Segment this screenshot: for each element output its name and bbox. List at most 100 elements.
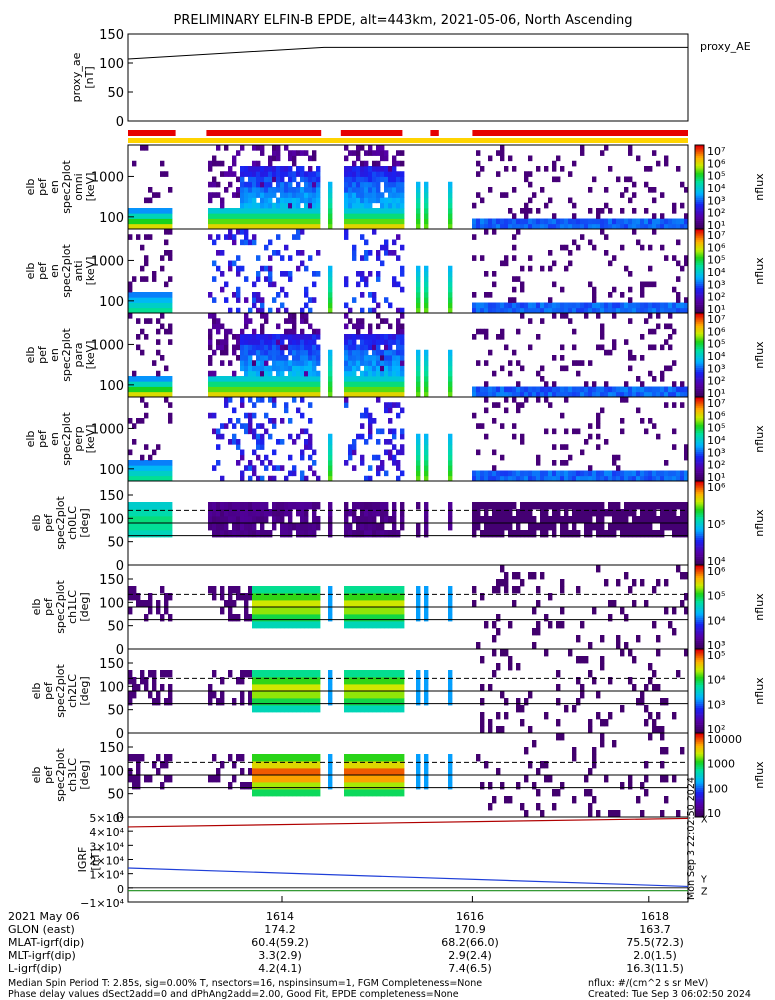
- heatmap-cell: [516, 381, 521, 387]
- heatmap-cell: [256, 145, 261, 151]
- heatmap-cell: [668, 502, 673, 510]
- heatmap-cell: [640, 381, 645, 387]
- heatmap-cell: [136, 460, 141, 466]
- heatmap-cell: [304, 349, 309, 356]
- heatmap-cell: [580, 691, 585, 699]
- heatmap-cell: [276, 698, 281, 706]
- heatmap-cell: [160, 313, 165, 319]
- heatmap-cell: [356, 145, 361, 151]
- heatmap-cell: [280, 202, 285, 209]
- heatmap-cell: [668, 391, 673, 398]
- heatmap-cell: [212, 465, 217, 471]
- heatmap-cell: [264, 614, 269, 622]
- heatmap-cell: [644, 318, 649, 324]
- colorbar-cell: [695, 174, 704, 177]
- heatmap-cell: [592, 796, 597, 804]
- colorbar-cell: [695, 149, 704, 152]
- heatmap-cell: [140, 381, 145, 387]
- heatmap-cell: [392, 381, 397, 387]
- heatmap-cell: [312, 208, 317, 214]
- heatmap-cell: [212, 593, 217, 601]
- heatmap-cell: [292, 782, 297, 790]
- heatmap-cell: [364, 181, 369, 188]
- heatmap-cell: [548, 218, 553, 225]
- heatmap-cell: [372, 386, 377, 393]
- heatmap-cell: [552, 302, 557, 309]
- heatmap-cell: [684, 260, 689, 267]
- colorbar-cell: [695, 405, 704, 408]
- heatmap-cell: [596, 412, 601, 419]
- heatmap-cell: [300, 370, 305, 377]
- heatmap-cell: [564, 444, 569, 450]
- heatmap-cell: [256, 677, 261, 685]
- heatmap-cell: [576, 677, 581, 685]
- heatmap-cell: [228, 166, 233, 172]
- heatmap-cell: [424, 297, 429, 303]
- heatmap-cell: [344, 339, 349, 345]
- heatmap-cell: [140, 145, 145, 151]
- heatmap-cell: [280, 344, 285, 351]
- heatmap-cell: [236, 213, 241, 219]
- heatmap-cell: [224, 213, 229, 219]
- heatmap-cell: [292, 670, 297, 678]
- heatmap-cell: [660, 530, 665, 538]
- heatmap-cell: [388, 428, 393, 435]
- colorbar-cell: [695, 241, 704, 244]
- heatmap-cell: [220, 344, 225, 351]
- heatmap-cell: [292, 208, 297, 214]
- heatmap-cell: [516, 663, 521, 671]
- heatmap-cell: [356, 171, 361, 177]
- side-timestamp-text: Mon Sep 3 22:02:50 2024: [686, 777, 697, 900]
- heatmap-cell: [592, 307, 597, 314]
- colorbar-cell: [695, 210, 704, 213]
- heatmap-cell: [296, 381, 301, 387]
- colorbar-cell: [695, 308, 704, 312]
- heatmap-cell: [368, 614, 373, 622]
- heatmap-cell: [168, 475, 173, 482]
- heatmap-cell: [416, 297, 421, 303]
- heatmap-cell: [548, 391, 553, 398]
- heatmap-cell: [256, 691, 261, 699]
- heatmap-cell: [396, 160, 401, 167]
- heatmap-cell: [364, 381, 369, 387]
- heatmap-cell: [164, 523, 169, 531]
- heatmap-cell: [248, 213, 253, 219]
- heatmap-cell: [484, 386, 489, 393]
- heatmap-cell: [676, 260, 681, 267]
- heatmap-cell: [312, 775, 317, 783]
- heatmap-cell: [372, 789, 377, 797]
- footer-row-l-v1: 4.2(4.1): [258, 962, 302, 975]
- heatmap-cell: [624, 176, 629, 183]
- heatmap-cell: [168, 250, 173, 256]
- heatmap-cell: [144, 386, 149, 393]
- colorbar-cell: [695, 772, 704, 776]
- heatmap-cell: [424, 370, 429, 377]
- heatmap-cell: [380, 465, 385, 471]
- heatmap-cell: [368, 705, 373, 713]
- heatmap-cell: [160, 376, 165, 382]
- heatmap-cell: [308, 465, 313, 471]
- heatmap-cell: [480, 470, 485, 477]
- heatmap-cell: [264, 349, 269, 356]
- heatmap-cell: [416, 360, 421, 366]
- heatmap-cell: [268, 670, 273, 678]
- heatmap-cell: [296, 360, 301, 366]
- heatmap-cell: [256, 202, 261, 209]
- heatmap-cell: [168, 229, 173, 235]
- heatmap-cell: [276, 782, 281, 790]
- heatmap-cell: [596, 302, 601, 309]
- heatmap-cell: [288, 775, 293, 783]
- heatmap-cell: [268, 344, 273, 351]
- heatmap-cell: [132, 754, 137, 762]
- heatmap-cell: [664, 386, 669, 393]
- heatmap-cell: [148, 454, 153, 461]
- heatmap-cell: [528, 530, 533, 538]
- heatmap-cell: [652, 719, 657, 727]
- heatmap-cell: [396, 391, 401, 398]
- heatmap-cell: [416, 281, 421, 288]
- heatmap-cell: [616, 307, 621, 314]
- heatmap-cell: [304, 684, 309, 692]
- heatmap-cell: [592, 292, 597, 298]
- heatmap-cell: [352, 386, 357, 393]
- colorbar-tick-label: 10⁷: [707, 145, 725, 158]
